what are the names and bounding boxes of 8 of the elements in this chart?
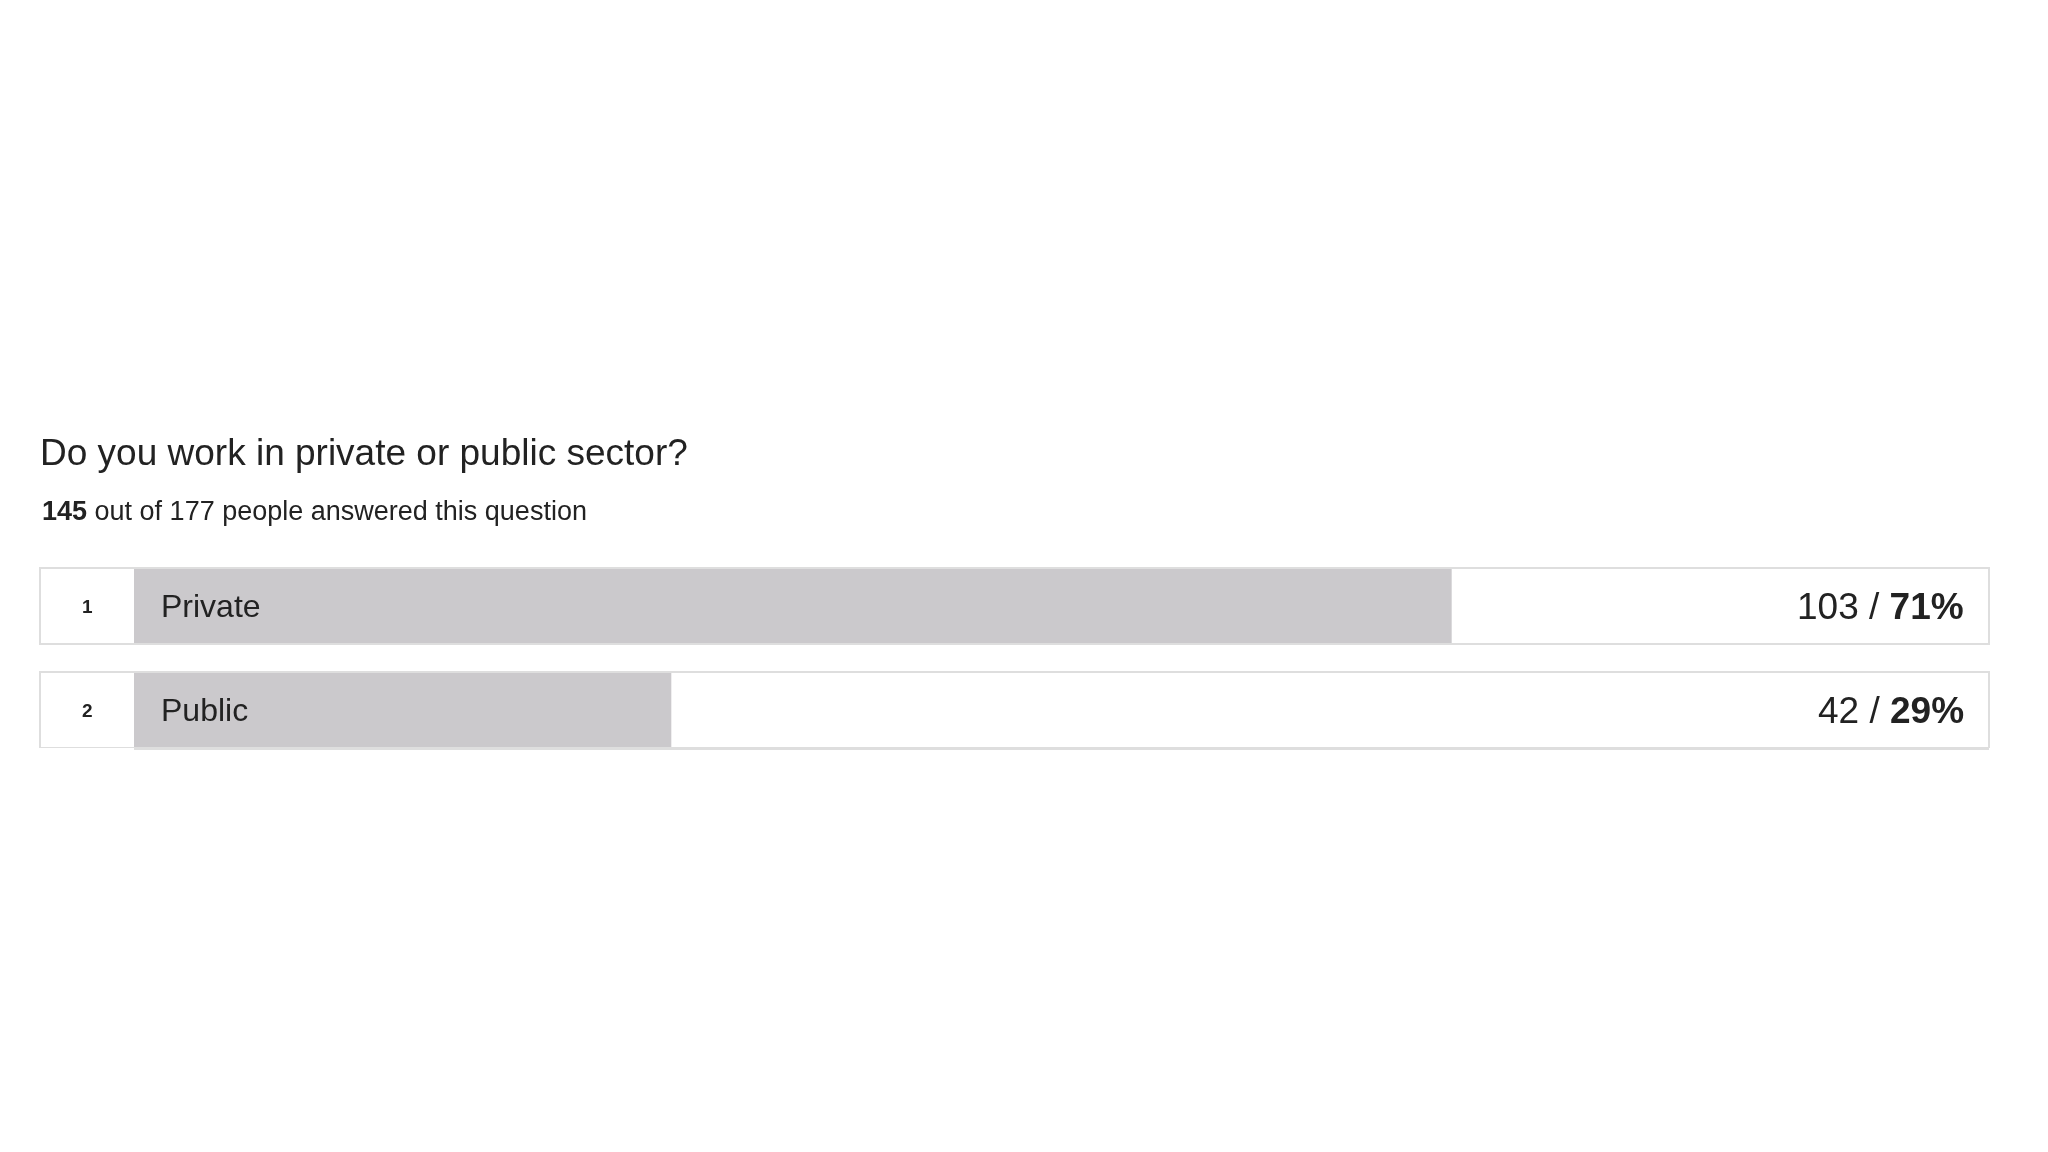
text: 2: [82, 700, 93, 721]
text: 1: [82, 596, 93, 617]
chart-subtitle: 145 out of 177 people answered this question: [42, 496, 587, 526]
y-tick-label: Private: [161, 588, 261, 625]
y-tick-label: Public: [161, 692, 249, 729]
chart-title: Do you work in private or public sector?: [40, 431, 688, 473]
data-label: 42 / 29%: [1818, 690, 1965, 731]
data-label: 103 / 71%: [1797, 586, 1964, 627]
